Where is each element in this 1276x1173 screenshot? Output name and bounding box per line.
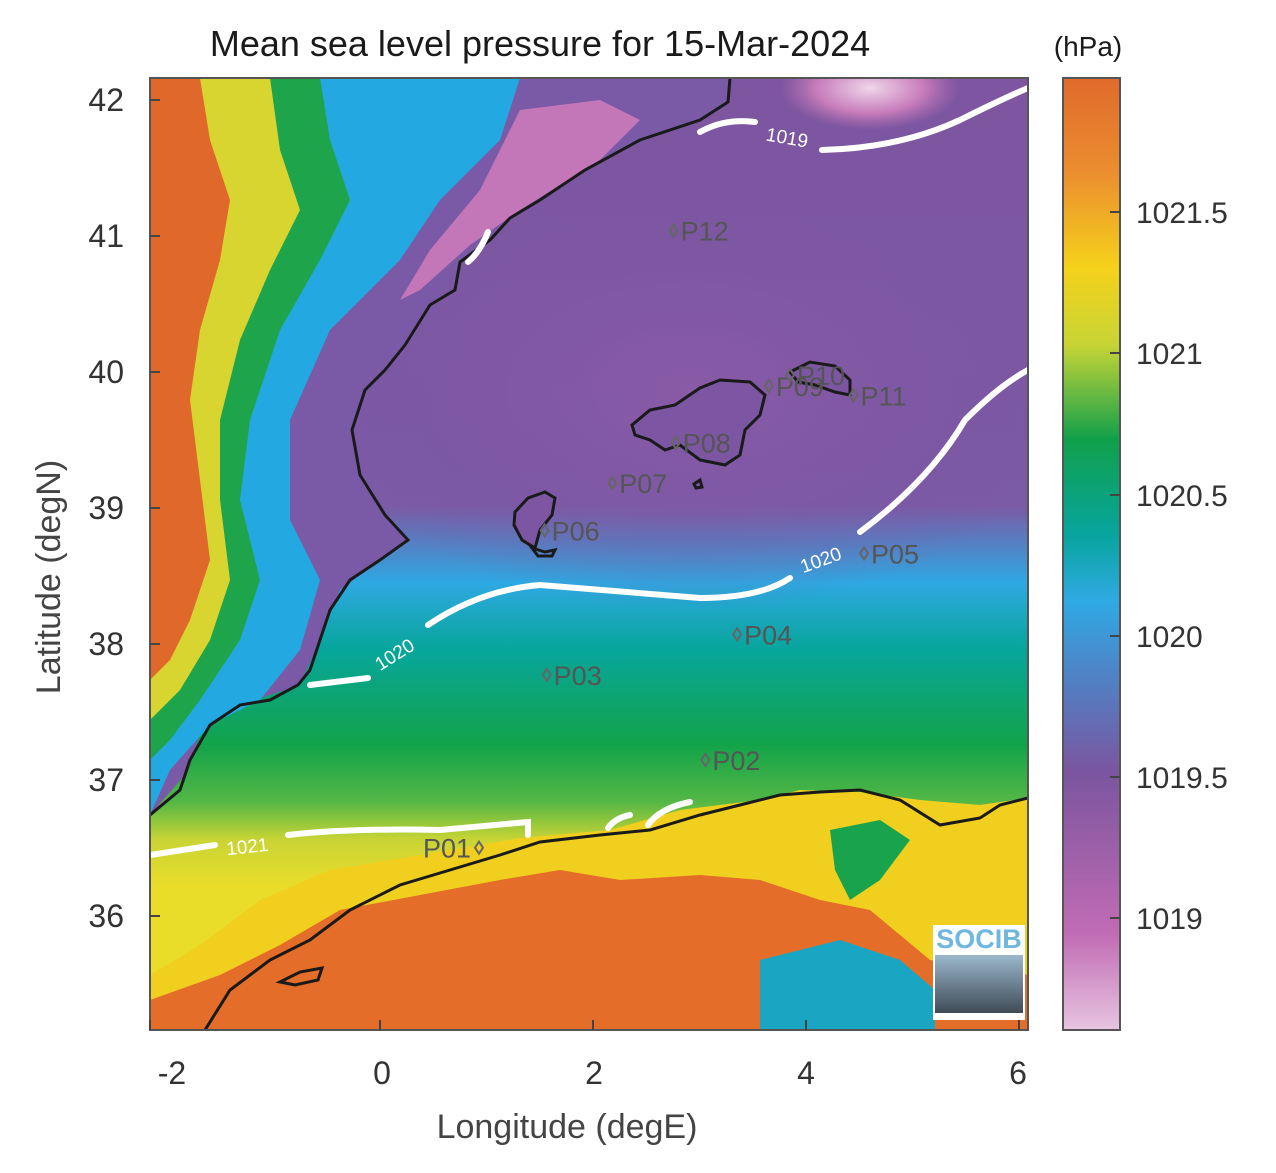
x-tick-label: 6 — [1009, 1055, 1027, 1091]
colorbar-tick-label: 1019.5 — [1136, 762, 1228, 795]
mallorca-coastline — [630, 378, 767, 467]
x-axis: -2 0 2 4 6 Longitude (degE) — [149, 1020, 1027, 1146]
iberia-plateau — [150, 78, 230, 680]
station-marker-p05 — [858, 545, 870, 562]
isobars — [150, 85, 1028, 858]
isobar-1019-inland-fragment — [465, 229, 491, 265]
coastlines — [150, 78, 1028, 1030]
station-marker-p03 — [541, 667, 552, 683]
station-marker-p09 — [763, 378, 775, 394]
y-axis-label: Latitude (degN) — [30, 460, 68, 694]
station-marker-p12 — [668, 222, 679, 239]
alboran-island — [275, 966, 325, 987]
x-tick-label: -2 — [158, 1055, 186, 1091]
station-label-p11: P11 — [860, 381, 906, 411]
atlas-depression — [760, 940, 935, 1030]
colorbar: (hPa) 1021.5 1021 1020.5 1020 1019.5 101… — [1054, 31, 1228, 1031]
station-marker-p04 — [731, 626, 743, 643]
low-pressure-region — [310, 170, 1028, 610]
colorbar-tick-label: 1021.5 — [1136, 197, 1228, 230]
y-tick-label: 41 — [88, 218, 124, 254]
y-tick-label: 37 — [88, 762, 124, 798]
isobar-1021-left — [150, 842, 218, 858]
isobar-1021-right — [285, 818, 531, 838]
colorbar-unit: (hPa) — [1054, 31, 1122, 62]
y-tick-label: 39 — [88, 490, 124, 526]
station-marker-p08 — [670, 434, 681, 451]
colorbar-tick-label: 1019 — [1136, 903, 1203, 936]
colorbar-tick-label: 1020 — [1136, 621, 1203, 654]
station-label-p03: P03 — [554, 661, 602, 691]
colorbar-scale — [1062, 77, 1121, 1031]
station-marker-p10 — [784, 367, 796, 383]
isobar-1019-line-b — [819, 85, 1028, 153]
station-label-p05: P05 — [871, 539, 919, 569]
pressure-minimum-blob — [780, 78, 960, 130]
y-tick-label: 42 — [88, 82, 124, 118]
formentera-coastline — [528, 545, 558, 558]
chart-title: Mean sea level pressure for 15-Mar-2024 — [210, 23, 870, 64]
x-tick-label: 4 — [797, 1055, 815, 1091]
isobar-1020-south-left — [307, 675, 371, 688]
africa-coastline — [203, 788, 1028, 1030]
x-tick-label: 2 — [585, 1055, 603, 1091]
y-axis: 42 41 40 39 38 37 36 Latitude (degN) — [30, 82, 160, 934]
isobar-label-1021: 1021 — [225, 835, 269, 860]
iberia-coastline — [150, 78, 732, 817]
station-marker-p02 — [700, 752, 711, 768]
station-marker-p06 — [539, 522, 550, 539]
station-label-p07: P07 — [619, 469, 667, 499]
isobar-1021-fragment-a — [605, 812, 633, 831]
y-tick-label: 36 — [88, 898, 124, 934]
ebro-mountains — [400, 100, 640, 300]
station-label-p06: P06 — [552, 516, 600, 546]
station-marker-p11 — [848, 387, 859, 404]
logo-text: SOCIB — [936, 924, 1022, 954]
y-tick-label: 38 — [88, 626, 124, 662]
ibiza-coastline — [512, 490, 557, 551]
station-label-p08: P08 — [683, 429, 731, 459]
socib-logo: SOCIB — [933, 924, 1025, 1020]
station-marker-p07 — [607, 475, 618, 491]
atlas-green-patch — [830, 820, 910, 900]
isobar-1020-east — [857, 367, 1028, 535]
colorbar-tick-label: 1020.5 — [1136, 480, 1228, 513]
logo-wave-panel — [935, 955, 1023, 1013]
x-tick-label: 0 — [373, 1055, 391, 1091]
x-axis-label: Longitude (degE) — [437, 1108, 698, 1146]
station-label-p02: P02 — [712, 746, 760, 776]
isobar-1019-line-a — [697, 118, 758, 135]
station-label-p09: P09 — [776, 372, 824, 402]
station-marker-p01 — [473, 839, 485, 856]
isobar-1020-south-right — [425, 575, 793, 628]
colorbar-tick-label: 1021 — [1136, 338, 1203, 371]
station-label-p04: P04 — [744, 620, 792, 650]
cabrera-coastline — [692, 477, 704, 490]
map-frame — [149, 77, 1029, 1031]
map-area: 1019 1020 1020 1021 P01P02P03P04P05P06P0… — [150, 78, 1028, 1030]
station-label-p01: P01 — [423, 834, 471, 864]
station-label-p12: P12 — [681, 217, 729, 247]
station-label-p10: P10 — [797, 361, 845, 391]
y-tick-label: 40 — [88, 354, 124, 390]
isobar-1021-fragment-b — [645, 799, 693, 828]
